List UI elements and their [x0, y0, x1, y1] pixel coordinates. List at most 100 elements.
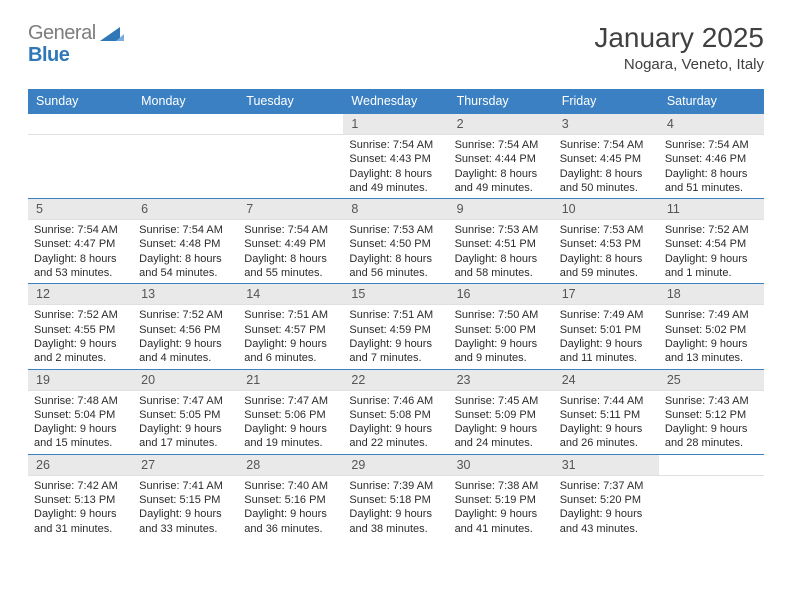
calendar-cell: 6Sunrise: 7:54 AMSunset: 4:48 PMDaylight… [133, 199, 238, 284]
calendar-header-row: Sunday Monday Tuesday Wednesday Thursday… [28, 89, 764, 114]
daylight-text: Daylight: 8 hours and 54 minutes. [139, 252, 232, 281]
daylight-text: Daylight: 9 hours and 24 minutes. [455, 422, 548, 451]
sunrise-text: Sunrise: 7:51 AM [244, 308, 337, 322]
sunset-text: Sunset: 4:57 PM [244, 323, 337, 337]
sunrise-text: Sunrise: 7:54 AM [349, 138, 442, 152]
sunrise-text: Sunrise: 7:46 AM [349, 394, 442, 408]
day-details: Sunrise: 7:44 AMSunset: 5:11 PMDaylight:… [554, 391, 659, 454]
sunrise-text: Sunrise: 7:37 AM [560, 479, 653, 493]
sunset-text: Sunset: 4:53 PM [560, 237, 653, 251]
day-number: 25 [659, 370, 764, 391]
calendar-cell: 20Sunrise: 7:47 AMSunset: 5:05 PMDayligh… [133, 369, 238, 454]
sunset-text: Sunset: 4:48 PM [139, 237, 232, 251]
calendar-cell: 10Sunrise: 7:53 AMSunset: 4:53 PMDayligh… [554, 199, 659, 284]
daylight-text: Daylight: 8 hours and 50 minutes. [560, 167, 653, 196]
calendar-cell: 12Sunrise: 7:52 AMSunset: 4:55 PMDayligh… [28, 284, 133, 369]
day-details: Sunrise: 7:54 AMSunset: 4:46 PMDaylight:… [659, 135, 764, 198]
day-details: Sunrise: 7:49 AMSunset: 5:02 PMDaylight:… [659, 305, 764, 368]
daylight-text: Daylight: 8 hours and 59 minutes. [560, 252, 653, 281]
calendar-cell: 1Sunrise: 7:54 AMSunset: 4:43 PMDaylight… [343, 114, 448, 199]
daylight-text: Daylight: 9 hours and 13 minutes. [665, 337, 758, 366]
day-details: Sunrise: 7:46 AMSunset: 5:08 PMDaylight:… [343, 391, 448, 454]
day-number: 12 [28, 284, 133, 305]
sunset-text: Sunset: 4:56 PM [139, 323, 232, 337]
sunrise-text: Sunrise: 7:54 AM [665, 138, 758, 152]
calendar-cell: 16Sunrise: 7:50 AMSunset: 5:00 PMDayligh… [449, 284, 554, 369]
sunset-text: Sunset: 5:16 PM [244, 493, 337, 507]
logo-triangle-icon [100, 25, 124, 43]
sunrise-text: Sunrise: 7:53 AM [560, 223, 653, 237]
calendar-cell: 5Sunrise: 7:54 AMSunset: 4:47 PMDaylight… [28, 199, 133, 284]
day-number: 9 [449, 199, 554, 220]
day-details: Sunrise: 7:52 AMSunset: 4:56 PMDaylight:… [133, 305, 238, 368]
daylight-text: Daylight: 9 hours and 15 minutes. [34, 422, 127, 451]
day-details: Sunrise: 7:54 AMSunset: 4:45 PMDaylight:… [554, 135, 659, 198]
sunset-text: Sunset: 4:54 PM [665, 237, 758, 251]
day-details: Sunrise: 7:52 AMSunset: 4:54 PMDaylight:… [659, 220, 764, 283]
daylight-text: Daylight: 9 hours and 41 minutes. [455, 507, 548, 536]
day-number: 27 [133, 455, 238, 476]
calendar-cell: 23Sunrise: 7:45 AMSunset: 5:09 PMDayligh… [449, 369, 554, 454]
sunset-text: Sunset: 5:05 PM [139, 408, 232, 422]
day-details: Sunrise: 7:48 AMSunset: 5:04 PMDaylight:… [28, 391, 133, 454]
calendar-table: Sunday Monday Tuesday Wednesday Thursday… [28, 89, 764, 539]
daylight-text: Daylight: 9 hours and 26 minutes. [560, 422, 653, 451]
calendar-row: 19Sunrise: 7:48 AMSunset: 5:04 PMDayligh… [28, 369, 764, 454]
daylight-text: Daylight: 9 hours and 4 minutes. [139, 337, 232, 366]
day-number: 28 [238, 455, 343, 476]
sunrise-text: Sunrise: 7:48 AM [34, 394, 127, 408]
sunrise-text: Sunrise: 7:54 AM [560, 138, 653, 152]
sunset-text: Sunset: 4:59 PM [349, 323, 442, 337]
location: Nogara, Veneto, Italy [594, 56, 764, 73]
sunset-text: Sunset: 4:46 PM [665, 152, 758, 166]
sunset-text: Sunset: 4:51 PM [455, 237, 548, 251]
calendar-cell: 18Sunrise: 7:49 AMSunset: 5:02 PMDayligh… [659, 284, 764, 369]
month-title: January 2025 [594, 22, 764, 54]
calendar-row: 5Sunrise: 7:54 AMSunset: 4:47 PMDaylight… [28, 199, 764, 284]
day-details: Sunrise: 7:53 AMSunset: 4:50 PMDaylight:… [343, 220, 448, 283]
logo-text-blue: Blue [28, 44, 69, 66]
day-details: Sunrise: 7:54 AMSunset: 4:43 PMDaylight:… [343, 135, 448, 198]
daylight-text: Daylight: 9 hours and 22 minutes. [349, 422, 442, 451]
sunrise-text: Sunrise: 7:44 AM [560, 394, 653, 408]
sunset-text: Sunset: 5:09 PM [455, 408, 548, 422]
sunset-text: Sunset: 5:04 PM [34, 408, 127, 422]
calendar-cell: 26Sunrise: 7:42 AMSunset: 5:13 PMDayligh… [28, 454, 133, 539]
sunrise-text: Sunrise: 7:42 AM [34, 479, 127, 493]
sunrise-text: Sunrise: 7:47 AM [139, 394, 232, 408]
day-details: Sunrise: 7:54 AMSunset: 4:48 PMDaylight:… [133, 220, 238, 283]
day-number: 26 [28, 455, 133, 476]
sunrise-text: Sunrise: 7:52 AM [34, 308, 127, 322]
sunset-text: Sunset: 4:45 PM [560, 152, 653, 166]
calendar-cell: 29Sunrise: 7:39 AMSunset: 5:18 PMDayligh… [343, 454, 448, 539]
logo-text-general: General [28, 22, 96, 44]
day-number: 19 [28, 370, 133, 391]
day-number: 4 [659, 114, 764, 135]
day-details: Sunrise: 7:37 AMSunset: 5:20 PMDaylight:… [554, 476, 659, 539]
day-details: Sunrise: 7:51 AMSunset: 4:59 PMDaylight:… [343, 305, 448, 368]
calendar-cell [133, 114, 238, 199]
weekday-header: Saturday [659, 89, 764, 114]
sunrise-text: Sunrise: 7:52 AM [665, 223, 758, 237]
day-number: 3 [554, 114, 659, 135]
weekday-header: Thursday [449, 89, 554, 114]
calendar-cell: 19Sunrise: 7:48 AMSunset: 5:04 PMDayligh… [28, 369, 133, 454]
calendar-cell: 25Sunrise: 7:43 AMSunset: 5:12 PMDayligh… [659, 369, 764, 454]
day-details: Sunrise: 7:49 AMSunset: 5:01 PMDaylight:… [554, 305, 659, 368]
sunrise-text: Sunrise: 7:53 AM [349, 223, 442, 237]
day-number: 13 [133, 284, 238, 305]
calendar-cell: 2Sunrise: 7:54 AMSunset: 4:44 PMDaylight… [449, 114, 554, 199]
sunset-text: Sunset: 4:50 PM [349, 237, 442, 251]
weekday-header: Friday [554, 89, 659, 114]
day-details: Sunrise: 7:41 AMSunset: 5:15 PMDaylight:… [133, 476, 238, 539]
daylight-text: Daylight: 9 hours and 2 minutes. [34, 337, 127, 366]
daylight-text: Daylight: 9 hours and 19 minutes. [244, 422, 337, 451]
day-details: Sunrise: 7:54 AMSunset: 4:44 PMDaylight:… [449, 135, 554, 198]
day-number: 2 [449, 114, 554, 135]
calendar-cell: 13Sunrise: 7:52 AMSunset: 4:56 PMDayligh… [133, 284, 238, 369]
day-details: Sunrise: 7:51 AMSunset: 4:57 PMDaylight:… [238, 305, 343, 368]
sunrise-text: Sunrise: 7:41 AM [139, 479, 232, 493]
day-number: 29 [343, 455, 448, 476]
day-details: Sunrise: 7:53 AMSunset: 4:53 PMDaylight:… [554, 220, 659, 283]
day-number: 21 [238, 370, 343, 391]
